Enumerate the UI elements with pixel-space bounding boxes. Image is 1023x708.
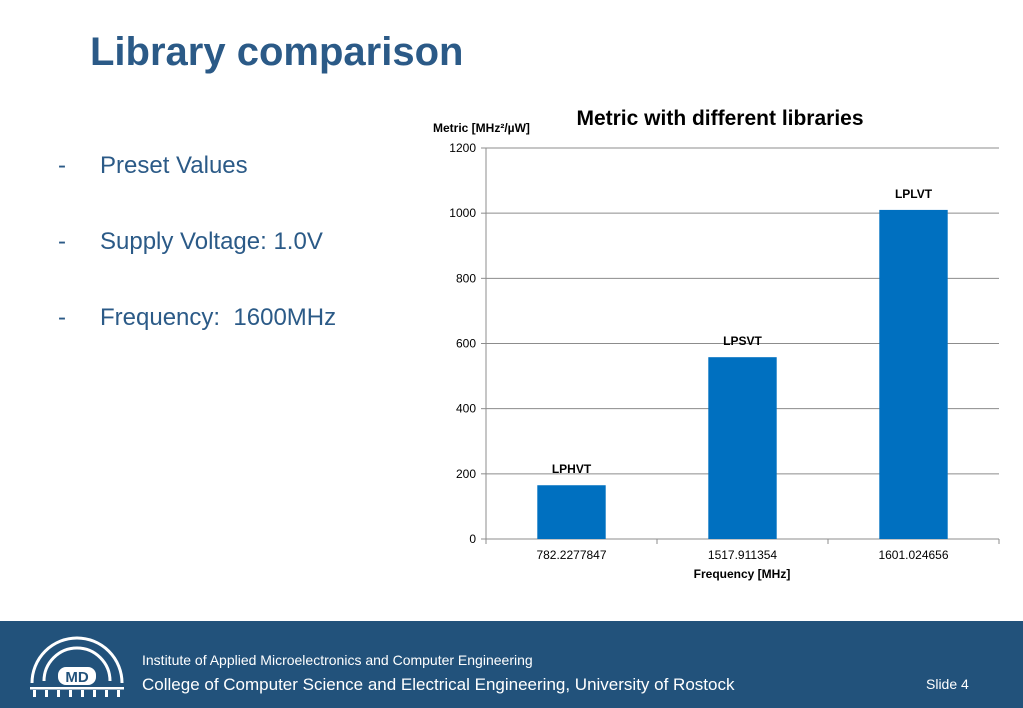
bullet-dash: - [58, 304, 66, 331]
y-tick-label: 400 [456, 402, 476, 416]
slide-title: Library comparison [90, 30, 464, 74]
y-tick-label: 800 [456, 271, 476, 285]
footer: MD Institute of Applied Microelectronics… [0, 621, 1023, 708]
bar-chart: Metric with different libraries Metric [… [433, 107, 1000, 581]
bullet-text: Supply Voltage: 1.0V [100, 228, 323, 255]
chart-title: Metric with different libraries [576, 107, 863, 130]
x-axis-title: Frequency [MHz] [694, 567, 791, 581]
bullet-list: - Preset Values - Supply Voltage: 1.0V -… [58, 150, 336, 378]
bullet-item: - Frequency: 1600MHz [58, 302, 336, 334]
bullet-dash: - [58, 152, 66, 179]
bar [879, 209, 948, 540]
x-tick-label: 782.2277847 [536, 548, 606, 562]
y-tick-label: 1000 [449, 206, 476, 220]
bar [537, 485, 606, 539]
bullet-text: Frequency: 1600MHz [100, 304, 337, 331]
x-tick-label: 1517.911354 [708, 548, 778, 562]
slide-number: Slide 4 [926, 676, 969, 692]
bar-data-label: LPSVT [723, 334, 762, 348]
bar-data-label: LPLVT [895, 187, 933, 201]
bullet-item: - Preset Values [58, 150, 336, 182]
y-tick-label: 200 [456, 467, 476, 481]
bullet-text: Preset Values [100, 152, 248, 179]
university-logo-icon: MD [30, 636, 124, 697]
y-axis-title: Metric [MHz²/µW] [433, 121, 530, 135]
y-tick-label: 0 [469, 532, 476, 546]
x-tick-label: 1601.024656 [878, 548, 948, 562]
bar-data-label: LPHVT [552, 462, 592, 476]
logo-text: MD [65, 669, 88, 686]
institute-name: Institute of Applied Microelectronics an… [142, 652, 533, 668]
bullet-item: - Supply Voltage: 1.0V [58, 226, 336, 258]
bar [708, 357, 777, 539]
y-tick-label: 600 [456, 337, 476, 351]
y-tick-label: 1200 [449, 141, 476, 155]
bullet-dash: - [58, 228, 66, 255]
college-name: College of Computer Science and Electric… [142, 675, 735, 694]
